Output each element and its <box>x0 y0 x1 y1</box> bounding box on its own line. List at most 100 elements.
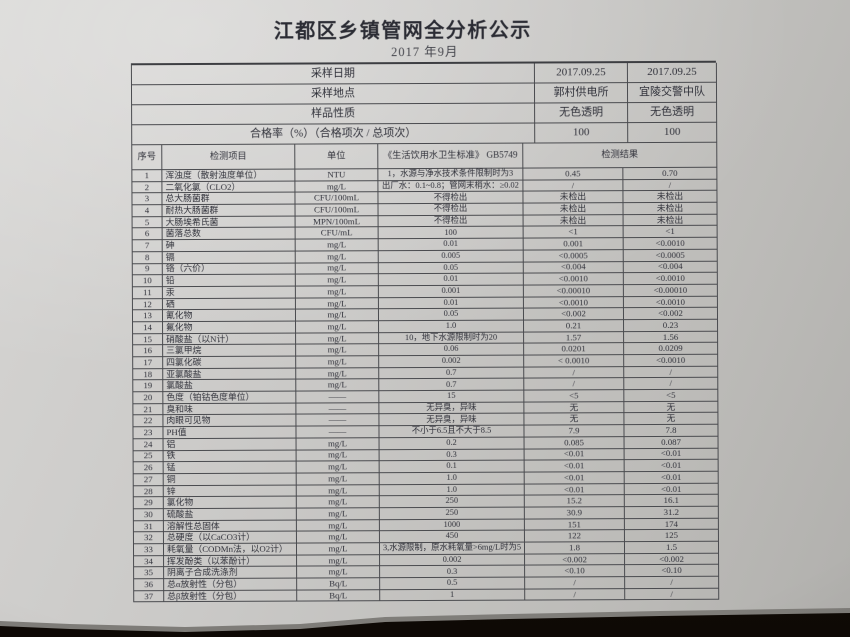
result-location-2: <0.01 <box>624 459 719 473</box>
item-name: 肉眼可见物 <box>163 414 297 428</box>
row-number: 18 <box>133 368 164 381</box>
result-location-1: 无 <box>524 401 625 415</box>
result-location-1: / <box>525 577 626 590</box>
item-unit: mg/L <box>297 554 381 567</box>
item-name: 耗氧量（CODMn法，以O2计） <box>163 543 298 556</box>
result-location-1: / <box>523 179 624 192</box>
item-standard: 1000 <box>379 519 525 532</box>
item-standard: 无异臭，异味 <box>379 402 525 415</box>
column-header-item: 检测项目 <box>162 144 296 171</box>
item-unit: mg/L <box>296 484 380 497</box>
item-standard: 0.002 <box>380 554 526 567</box>
column-header-standard: 《生活饮用水卫生标准》 GB5749 <box>378 143 524 170</box>
result-location-2: <1 <box>623 226 718 239</box>
info-row-label: 合格率（%）（合格项次 / 总项次） <box>132 123 536 146</box>
result-location-1: <0.00010 <box>523 285 624 298</box>
item-name: PH值 <box>163 426 297 439</box>
item-unit: mg/L <box>296 543 381 556</box>
item-name: 阴离子合成洗涤剂 <box>164 566 298 580</box>
result-location-2: / <box>625 588 720 601</box>
item-standard: 0.05 <box>378 308 525 322</box>
row-number: 14 <box>133 322 164 334</box>
item-name: 大肠埃希氏菌 <box>162 216 296 229</box>
result-location-1: 7.9 <box>524 425 625 438</box>
item-name: 三氯甲烷 <box>163 344 297 358</box>
item-name: 总大肠菌群 <box>162 192 296 206</box>
row-number: 25 <box>133 450 164 463</box>
info-row-value-1: 郭村供电所 <box>534 83 629 104</box>
result-location-2: 7.8 <box>624 424 719 437</box>
result-location-2: <5 <box>624 389 719 402</box>
result-location-2: <0.00010 <box>623 284 718 297</box>
item-standard: 0.001 <box>378 285 524 298</box>
item-unit: mg/L <box>296 344 380 357</box>
item-standard: 0.05 <box>378 262 524 275</box>
item-unit: mg/L <box>296 519 380 532</box>
item-standard: 0.7 <box>379 367 525 380</box>
item-standard: 1.0 <box>379 484 525 497</box>
result-location-2: 174 <box>624 518 719 531</box>
info-row-value-1: 无色透明 <box>535 103 629 124</box>
row-number: 17 <box>133 357 164 369</box>
result-location-1: <0.01 <box>524 448 625 461</box>
item-name: 浑浊度（散射浊度单位） <box>162 169 296 182</box>
row-number: 6 <box>132 228 163 241</box>
result-location-1: < 0.0010 <box>524 355 625 368</box>
result-location-2: 无 <box>624 401 719 414</box>
row-number: 34 <box>134 555 165 568</box>
item-unit: mg/L <box>296 356 380 369</box>
row-number: 5 <box>132 216 163 229</box>
item-name: 臭和味 <box>163 403 297 416</box>
row-number: 8 <box>132 251 163 264</box>
item-unit: mg/L <box>296 449 380 462</box>
item-standard: 250 <box>379 495 525 509</box>
result-location-2: <0.01 <box>624 448 719 461</box>
item-standard: 15 <box>379 390 525 403</box>
info-row-value-2: 100 <box>628 122 718 144</box>
result-location-2: / <box>623 179 718 192</box>
item-standard: 0.2 <box>379 437 525 450</box>
row-number: 21 <box>133 403 164 416</box>
row-number: 1 <box>132 170 163 182</box>
data-grid: 1 浑浊度（散射浊度单位） NTU 1，水源与净水技术条件限制时为3 0.45 … <box>131 167 720 603</box>
item-name: 氟化物 <box>163 321 297 334</box>
item-name: 色度（铂钴色度单位） <box>163 391 297 404</box>
item-name: 锰 <box>163 461 297 475</box>
item-unit: mg/L <box>296 531 380 544</box>
item-unit: mg/L <box>295 286 379 299</box>
item-unit: mg/L <box>296 321 380 334</box>
item-name: 砷 <box>162 239 296 252</box>
item-standard: 450 <box>379 530 525 544</box>
item-unit: CFU/100mL <box>295 192 379 205</box>
row-number: 7 <box>132 240 163 253</box>
item-standard: 出厂水：0.1~0.8；管网末梢水：≥0.02 <box>378 180 524 193</box>
column-header-unit: 单位 <box>295 144 379 170</box>
item-standard: 1.0 <box>379 320 525 333</box>
row-number: 2 <box>132 181 163 194</box>
item-name: 硒 <box>162 298 296 311</box>
item-name: 氰化物 <box>162 309 297 323</box>
item-unit: mg/L <box>296 379 380 392</box>
result-location-1: 未检出 <box>523 191 624 204</box>
row-number: 20 <box>133 392 164 405</box>
row-number: 15 <box>133 333 164 346</box>
item-standard: 0.005 <box>378 250 524 263</box>
item-standard: 0.01 <box>378 297 524 310</box>
row-number: 22 <box>133 415 164 428</box>
result-location-2: 16.1 <box>624 494 719 508</box>
result-location-1: <0.0010 <box>523 296 624 309</box>
item-standard: 0.3 <box>380 565 526 579</box>
item-name: 菌落总数 <box>162 228 296 241</box>
item-standard: 100 <box>378 227 524 240</box>
info-row-label: 采样地点 <box>131 83 536 106</box>
result-location-1: 0.001 <box>523 238 624 251</box>
info-row-label: 样品性质 <box>132 103 536 126</box>
result-location-2: 0.23 <box>624 319 719 332</box>
item-standard: 0.06 <box>379 343 525 357</box>
row-number: 16 <box>133 345 164 358</box>
result-location-1: 0.21 <box>524 320 625 333</box>
item-standard: 不得检出 <box>378 191 524 205</box>
item-name: 铝 <box>163 438 297 451</box>
result-location-2: 未检出 <box>623 214 718 227</box>
